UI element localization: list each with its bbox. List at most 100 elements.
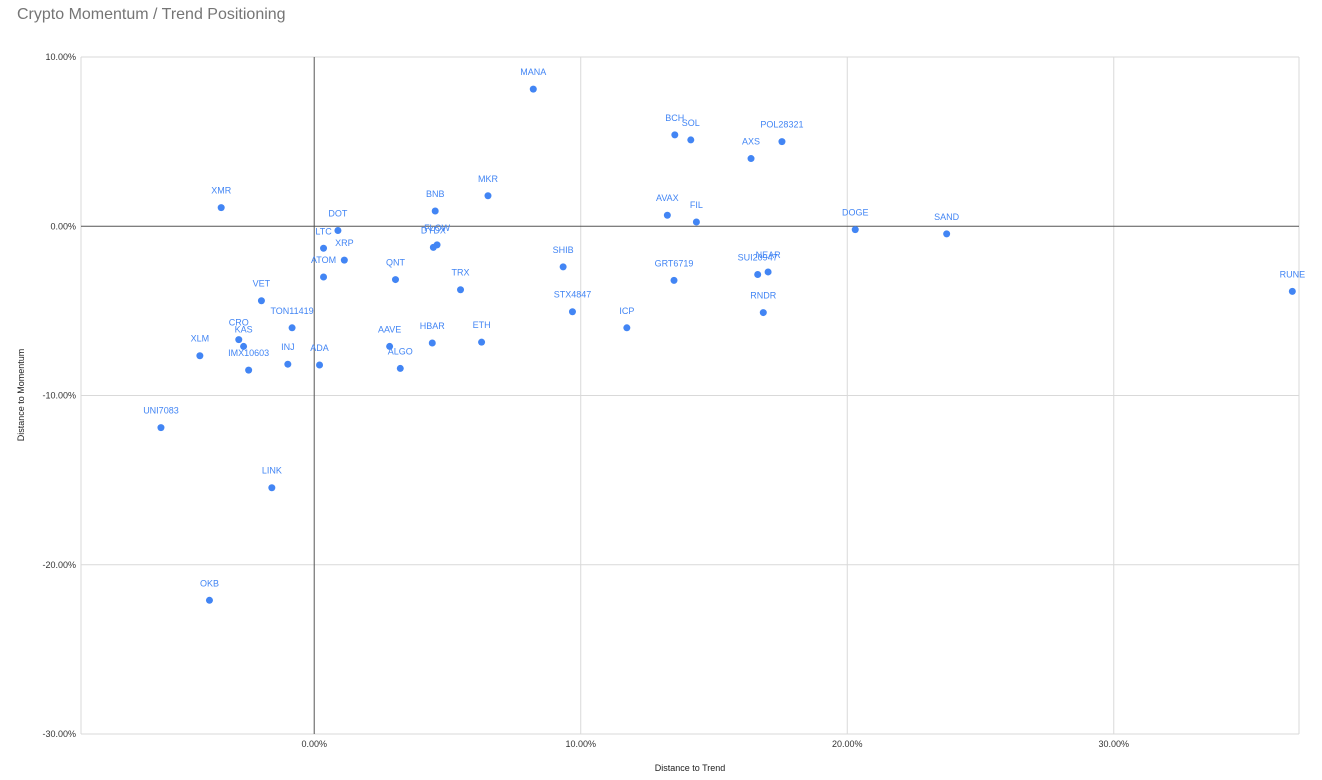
data-point xyxy=(157,424,165,432)
data-label: BNB xyxy=(426,189,445,199)
data-label: HBAR xyxy=(420,321,446,331)
data-label: TRX xyxy=(452,268,470,278)
data-label: ADA xyxy=(310,343,329,353)
data-point xyxy=(284,360,292,368)
data-label: ATOM xyxy=(311,255,336,265)
data-points xyxy=(157,85,1296,604)
data-label: GRT6719 xyxy=(655,258,694,268)
y-tick-label: -20.00% xyxy=(42,560,76,570)
data-label: TON11419 xyxy=(270,306,313,316)
data-point xyxy=(484,192,492,200)
data-point xyxy=(623,324,631,332)
data-label: MKR xyxy=(478,174,499,184)
data-label: ETH xyxy=(473,320,491,330)
data-point xyxy=(478,338,486,346)
data-label: RNDR xyxy=(750,291,776,301)
data-point xyxy=(245,366,253,374)
zero-axes xyxy=(81,57,1299,734)
data-label: POL28321 xyxy=(760,120,803,130)
data-label: DOGE xyxy=(842,208,869,218)
data-label: STX4847 xyxy=(554,290,592,300)
data-label: XMR xyxy=(211,186,232,196)
data-point xyxy=(340,256,348,264)
data-point xyxy=(391,276,399,284)
data-label: QNT xyxy=(386,258,406,268)
data-point xyxy=(235,336,243,344)
data-label: AAVE xyxy=(378,324,401,334)
data-label: XRP xyxy=(335,238,354,248)
data-label: ALGO xyxy=(388,346,413,356)
data-label: SOL xyxy=(682,118,700,128)
data-label: AXS xyxy=(742,137,760,147)
data-point xyxy=(396,364,404,372)
data-label: ICP xyxy=(619,306,634,316)
data-label: CRO xyxy=(229,318,249,328)
data-label: KAS xyxy=(235,324,253,334)
data-label: IMX10603 xyxy=(228,348,269,358)
data-point xyxy=(764,268,772,276)
data-label: FIL xyxy=(690,200,703,210)
data-label: SUI20947 xyxy=(738,252,778,262)
data-point xyxy=(568,308,576,316)
data-point xyxy=(288,324,296,332)
data-point xyxy=(386,342,394,350)
data-point xyxy=(692,218,700,226)
data-label: DOT xyxy=(328,208,348,218)
data-point xyxy=(747,155,755,163)
data-label: SHIB xyxy=(553,245,574,255)
x-tick-label: 20.00% xyxy=(832,739,863,749)
data-label: AVAX xyxy=(656,193,679,203)
data-label: OKB xyxy=(200,578,219,588)
y-tick-label: -10.00% xyxy=(42,391,76,401)
y-tick-label: 10.00% xyxy=(45,52,76,62)
data-label: DYDX xyxy=(421,225,446,235)
data-point xyxy=(431,207,439,215)
data-label: INJ xyxy=(281,342,295,352)
data-point xyxy=(316,361,324,369)
data-label: VET xyxy=(253,279,271,289)
data-point xyxy=(663,211,671,219)
data-point xyxy=(334,226,342,234)
data-label: FLOW xyxy=(424,223,451,233)
data-label: RUNE xyxy=(1280,269,1306,279)
data-point xyxy=(428,339,436,347)
data-point xyxy=(943,230,951,238)
data-point xyxy=(559,263,567,271)
data-point xyxy=(687,136,695,144)
data-point xyxy=(1288,287,1296,295)
data-label: LINK xyxy=(262,466,282,476)
data-point xyxy=(759,309,767,317)
data-point xyxy=(268,484,276,492)
data-point xyxy=(320,244,328,252)
data-point xyxy=(217,204,225,212)
data-label: BCH xyxy=(665,113,684,123)
data-label: XLM xyxy=(191,334,210,344)
data-point xyxy=(754,270,762,278)
gridlines xyxy=(80,56,1300,735)
x-axis-title: Distance to Trend xyxy=(655,763,726,773)
data-point xyxy=(851,226,859,234)
y-tick-label: 0.00% xyxy=(50,221,76,231)
data-point xyxy=(778,138,786,146)
data-label: MANA xyxy=(520,67,546,77)
data-label: SAND xyxy=(934,212,960,222)
tick-labels: 10.00% 0.00% -10.00% -20.00% -30.00% 0.00% 10.… xyxy=(42,52,1129,749)
x-tick-label: 0.00% xyxy=(301,739,327,749)
data-point xyxy=(196,352,204,360)
chart-title: Crypto Momentum / Trend Positioning xyxy=(17,6,286,23)
data-point xyxy=(257,297,265,305)
data-point xyxy=(429,243,437,251)
data-point xyxy=(205,596,213,604)
data-label: NEAR xyxy=(756,250,782,260)
data-point xyxy=(670,276,678,284)
data-label: UNI7083 xyxy=(143,406,179,416)
y-axis-title: Distance to Momentum xyxy=(16,349,26,442)
x-tick-label: 10.00% xyxy=(565,739,596,749)
data-point xyxy=(671,131,679,139)
data-label: LTC xyxy=(315,226,332,236)
data-point xyxy=(457,286,465,294)
x-tick-label: 30.00% xyxy=(1099,739,1130,749)
data-point xyxy=(529,85,537,93)
